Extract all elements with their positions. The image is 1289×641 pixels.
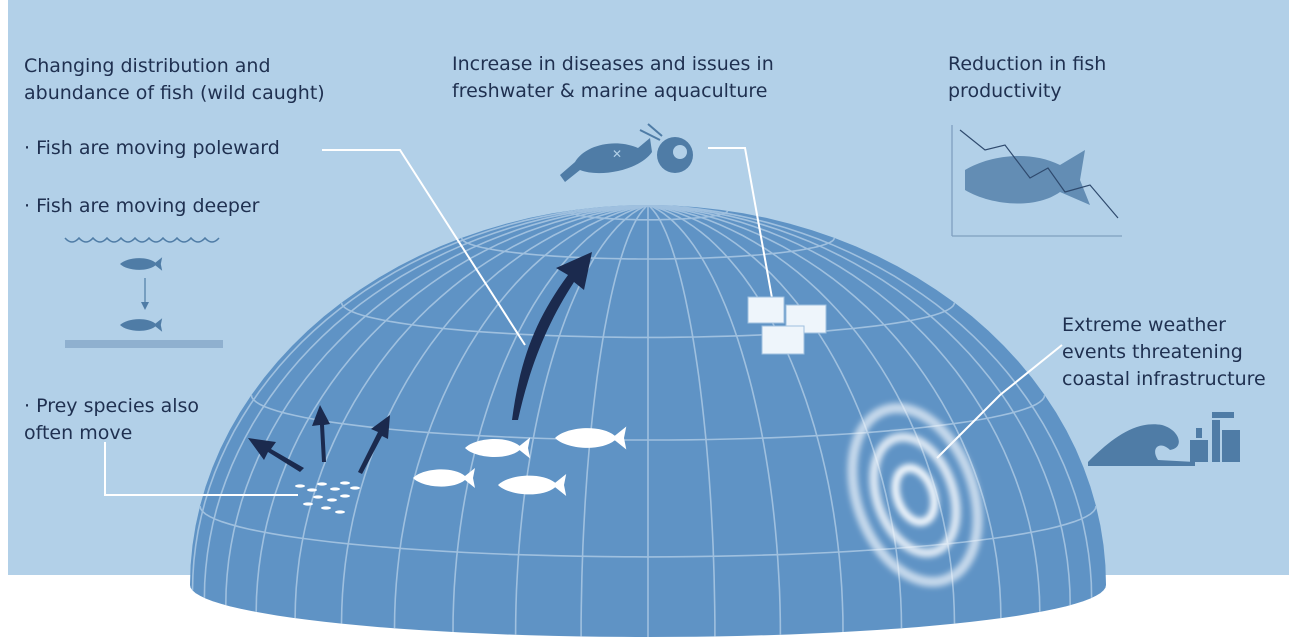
hurricane — [847, 403, 983, 587]
longitude-line — [514, 205, 649, 635]
fish-icon — [965, 150, 1090, 205]
longitude-line — [294, 205, 649, 619]
connector — [936, 344, 1063, 459]
fish-deep — [120, 318, 163, 332]
label-line: · Prey species also — [24, 395, 199, 417]
label-line: Reduction in fish — [948, 53, 1106, 75]
sea-floor — [65, 340, 223, 348]
label-line: productivity — [948, 80, 1062, 102]
connector — [708, 147, 773, 299]
label-line: events threatening — [1062, 341, 1243, 363]
longitude-line — [255, 205, 649, 612]
deeper-icon — [120, 257, 163, 332]
fish-group — [413, 426, 627, 496]
sick-fish-icon — [560, 138, 652, 182]
prey-school — [295, 481, 360, 514]
labels: Changing distribution and abundance of fi… — [24, 53, 1266, 444]
aquaculture-pens — [747, 296, 827, 355]
infrastructure-icon — [1190, 412, 1240, 462]
longitude-line — [393, 205, 649, 629]
label-line: Extreme weather — [1062, 314, 1226, 336]
connector — [104, 442, 298, 496]
cross-mark: ✕ — [612, 147, 622, 161]
longitude-line — [203, 205, 649, 598]
longitude-line — [647, 205, 716, 637]
longitude-line — [647, 205, 1071, 606]
longitude-line — [647, 205, 1002, 619]
label-line: coastal infrastructure — [1062, 368, 1266, 390]
cod-fish — [464, 437, 531, 459]
label-line: often move — [24, 422, 132, 444]
longitude-line — [647, 205, 1093, 598]
longitude-line — [647, 205, 956, 624]
label-line: · Fish are moving deeper — [24, 195, 260, 217]
longitude-line — [191, 205, 649, 591]
arrow-prey — [312, 405, 330, 462]
arrow-poleward — [512, 252, 592, 420]
wave-icon — [1088, 424, 1195, 466]
decline-line — [959, 129, 1119, 219]
connector — [322, 149, 526, 346]
label-line: Changing distribution and — [24, 55, 271, 77]
longitude-line — [452, 205, 649, 633]
longitude-line — [340, 205, 649, 624]
label-line: · Fish are moving poleward — [24, 137, 280, 159]
longitude-line — [225, 205, 649, 606]
arrow-prey — [358, 415, 390, 474]
label-line: Increase in diseases and issues in — [452, 53, 774, 75]
arrow-prey — [248, 438, 304, 472]
deeper-arrow-head — [141, 302, 149, 310]
longitude-line — [647, 205, 782, 635]
label-line: abundance of fish (wild caught) — [24, 82, 325, 104]
cod-fish — [555, 426, 627, 450]
fish-shallow — [120, 257, 163, 271]
cod-fish — [413, 468, 475, 488]
longitude-line — [647, 205, 1041, 612]
shrimp-icon-detail — [673, 145, 687, 159]
label-line: freshwater & marine aquaculture — [452, 80, 768, 102]
cod-fish — [498, 474, 567, 496]
longitude-line — [580, 205, 649, 637]
water-surface — [64, 236, 220, 243]
shrimp-antenna — [639, 123, 663, 141]
hurricane-eye — [908, 486, 922, 504]
globe-grid — [191, 205, 1097, 637]
